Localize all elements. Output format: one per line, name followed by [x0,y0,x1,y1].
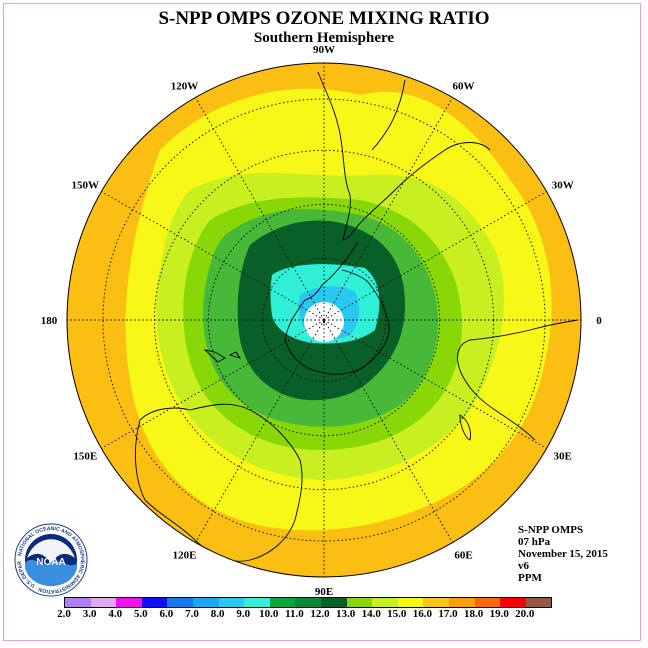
color-scale-swatch [65,598,91,607]
antarctic-peninsula [304,241,359,301]
longitude-label: 30E [554,451,572,463]
color-scale-swatch [525,598,552,607]
meridian-line [101,319,325,449]
lat-lon-grid [67,63,581,577]
date-label: November 15, 2015 [518,548,608,560]
longitude-labels: 90W 60W 30W 0 30E 60E 90E 120E 150E 180 150W 120W [41,44,603,598]
longitude-label: 150E [73,451,97,463]
latitude-circle [261,257,387,383]
color-scale-swatch [244,598,270,607]
color-scale-tick-label: 18.0 [463,608,484,620]
longitude-label: 0 [596,315,602,327]
color-scale-bar [64,597,553,608]
map-title: S-NPP OMPS OZONE MIXING RATIO [158,8,490,29]
new-zealand [203,349,242,363]
color-scale-tick-label: 7.0 [185,608,199,620]
color-scale-tick-label: 9.0 [236,608,251,620]
color-scale-tick-label: 19.0 [489,608,509,620]
instrument-label: S-NPP OMPS [518,524,584,536]
color-scale-swatch [192,598,219,607]
color-scale-tick-label: 3.0 [82,608,97,620]
color-scale-swatch [295,598,321,607]
longitude-label: 30W [552,180,574,192]
meridian-line [323,319,547,449]
color-scale-swatch [320,598,347,607]
color-scale-swatch [372,598,398,607]
color-scale-swatch [474,598,501,607]
map-subtitle: Southern Hemisphere [253,30,395,46]
color-scale-swatch [397,598,424,607]
longitude-label: 60E [454,550,472,562]
longitude-label: 90E [315,586,333,598]
color-scale-swatch [218,598,245,607]
south-pole-dot [322,320,326,324]
color-scale-swatch [141,598,168,607]
color-scale-labels: 2.0 3.0 4.0 5.0 6.0 7.0 8.0 9.0 10.0 11.0 12.0 13.0… [54,608,614,622]
color-scale-tick-label: 12.0 [310,608,330,620]
color-scale-tick-label: 16.0 [412,608,433,620]
longitude-label: 90W [313,44,335,56]
africa-coast [457,319,579,441]
longitude-label: 180 [41,315,58,327]
longitude-label: 150W [72,180,100,192]
map-boundary [66,62,582,578]
noaa-logo: NOAA NATIONAL OCEANIC AND ATMOSPHERIC AD… [12,519,88,597]
madagascar [459,414,471,441]
meridian-line [323,191,547,321]
color-scale-swatch [269,598,296,607]
logo-wordmark: NOAA [36,557,65,568]
units-label: PPM [518,572,542,584]
color-scale-tick-label: 14.0 [361,608,381,620]
color-scale-tick-label: 6.0 [159,608,174,620]
pressure-level-label: 07 hPa [518,536,551,548]
figure-frame [3,3,641,641]
color-scale-tick-label: 20.0 [515,608,535,620]
color-scale-swatch [346,598,373,607]
product-info: S-NPP OMPS 07 hPa November 15, 2015 v6 P… [518,524,608,584]
color-scale-tick-label: 2.0 [57,608,71,620]
color-scale-swatch [500,598,526,607]
color-scale-tick-label: 15.0 [387,608,407,620]
meridian-line [323,97,453,321]
color-scale-tick-label: 4.0 [108,608,123,620]
meridian-line [195,97,325,321]
color-scale-swatch [90,598,117,607]
antarctica-coast [284,269,390,375]
meridian-line [195,319,325,543]
south-america-coast [317,71,491,241]
color-scale-tick-label: 17.0 [438,608,458,620]
color-scale-swatch [116,598,142,607]
color-scale-tick-label: 11.0 [285,608,304,620]
ozone-field [67,63,581,577]
color-scale-swatch [423,598,449,607]
version-label: v6 [518,560,529,572]
color-scale-tick-label: 10.0 [259,608,279,620]
australia-coast [134,403,303,562]
color-scale-tick-label: 13.0 [335,608,356,620]
meridian-line [323,319,453,543]
latitude-circle [153,149,495,491]
color-scale-tick-label: 5.0 [133,608,148,620]
longitude-label: 120W [171,80,199,92]
longitude-label: 60W [453,80,475,92]
color-scale-swatch [167,598,193,607]
meridian-line [101,191,325,321]
color-scale-tick-label: 8.0 [210,608,225,620]
latitude-circle [207,203,441,437]
longitude-label: 120E [173,550,197,562]
color-scale-swatch [448,598,475,607]
